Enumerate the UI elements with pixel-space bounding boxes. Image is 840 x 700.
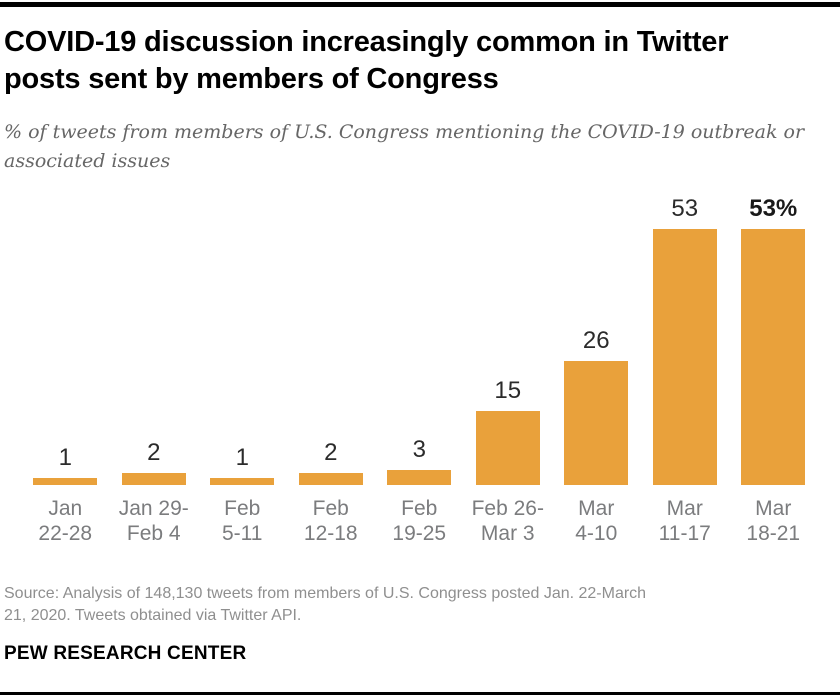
bar-column: 1 — [21, 445, 110, 485]
x-axis-label-line: 18-21 — [746, 522, 801, 545]
x-axis-label-line: 19-25 — [392, 522, 447, 545]
x-axis-label-line: Jan — [48, 497, 83, 520]
x-axis-label-line: Mar — [755, 497, 792, 520]
x-axis-label-line: 22-28 — [38, 522, 93, 545]
x-axis-label: Feb 26- Mar 3 — [464, 496, 553, 546]
plot-area: 1 2 1 2 3 15 26 53 53% — [21, 195, 818, 485]
bar — [387, 470, 452, 485]
source-line-1: Source: Analysis of 148,130 tweets from … — [4, 585, 647, 602]
x-axis-label: Feb 12-18 — [287, 496, 376, 546]
chart-subtitle: % of tweets from members of U.S. Congres… — [4, 118, 832, 176]
bar-column: 53 — [641, 196, 730, 485]
x-axis-label-line: 4-10 — [575, 522, 618, 545]
x-axis-label-line: Feb 26- — [471, 497, 544, 520]
x-axis-label-line: Jan 29- — [118, 497, 189, 520]
bar-column: 53% — [729, 196, 818, 485]
bar — [33, 478, 98, 485]
x-axis-label-line: Mar 3 — [480, 522, 535, 545]
chart-subtitle-line-2: associated issues — [4, 150, 171, 172]
bar-value-label: 1 — [235, 444, 249, 471]
x-axis-label-line: Mar — [666, 497, 703, 520]
bar-value-label: 3 — [412, 436, 426, 463]
bar-value-label: 53% — [749, 195, 798, 222]
footer: Source: Analysis of 148,130 tweets from … — [0, 583, 840, 665]
x-axis-label: Mar 11-17 — [641, 496, 730, 546]
bar-column: 2 — [287, 440, 376, 485]
bar — [298, 473, 363, 485]
x-axis-label-line: Feb — [401, 497, 438, 520]
page-title-line-1: COVID-19 discussion increasingly common … — [4, 26, 729, 58]
x-axis-label-line: Feb — [312, 497, 349, 520]
x-axis-label-line: 11-17 — [658, 522, 711, 545]
x-axis-label-line: 12-18 — [303, 522, 358, 545]
x-axis: Jan 22-28 Jan 29- Feb 4 Feb 5-11 Feb 12-18 Feb 19… — [21, 496, 818, 546]
bar — [652, 229, 717, 485]
bar — [210, 478, 275, 485]
x-axis-label-line: Feb — [224, 497, 261, 520]
x-axis-label: Mar 18-21 — [729, 496, 818, 546]
source-line-2: 21, 2020. Tweets obtained via Twitter AP… — [4, 607, 302, 624]
brand-name: PEW RESEARCH CENTER — [4, 643, 247, 664]
x-axis-label: Mar 4-10 — [552, 496, 641, 546]
bar-value-label: 15 — [494, 377, 522, 404]
bar-column: 2 — [110, 440, 199, 485]
chart-subtitle-line-1: % of tweets from members of U.S. Congres… — [4, 121, 805, 143]
bar-value-label: 2 — [324, 439, 338, 466]
bar — [564, 361, 629, 485]
page-title: COVID-19 discussion increasingly common … — [4, 24, 832, 98]
x-axis-label-line: Feb 4 — [126, 522, 181, 545]
bar-value-label: 1 — [58, 444, 72, 471]
x-axis-label-line: 5-11 — [222, 522, 263, 545]
bar — [475, 411, 540, 485]
header: COVID-19 discussion increasingly common … — [0, 0, 840, 176]
x-axis-label-line: Mar — [578, 497, 615, 520]
source-text: Source: Analysis of 148,130 tweets from … — [4, 583, 840, 627]
bottom-border — [0, 692, 840, 695]
bar — [121, 473, 186, 485]
bar-value-label: 53 — [671, 195, 699, 222]
bar-column: 1 — [198, 445, 287, 485]
top-border — [0, 2, 840, 7]
bar — [741, 229, 806, 485]
bar-column: 15 — [464, 378, 553, 485]
x-axis-label: Jan 29- Feb 4 — [110, 496, 199, 546]
bar-column: 26 — [552, 328, 641, 485]
x-axis-label: Feb 5-11 — [198, 496, 287, 546]
page-title-line-2: posts sent by members of Congress — [4, 63, 499, 95]
x-axis-label: Feb 19-25 — [375, 496, 464, 546]
bar-value-label: 2 — [147, 439, 161, 466]
bar-column: 3 — [375, 437, 464, 485]
x-axis-label: Jan 22-28 — [21, 496, 110, 546]
bar-value-label: 26 — [582, 327, 610, 354]
